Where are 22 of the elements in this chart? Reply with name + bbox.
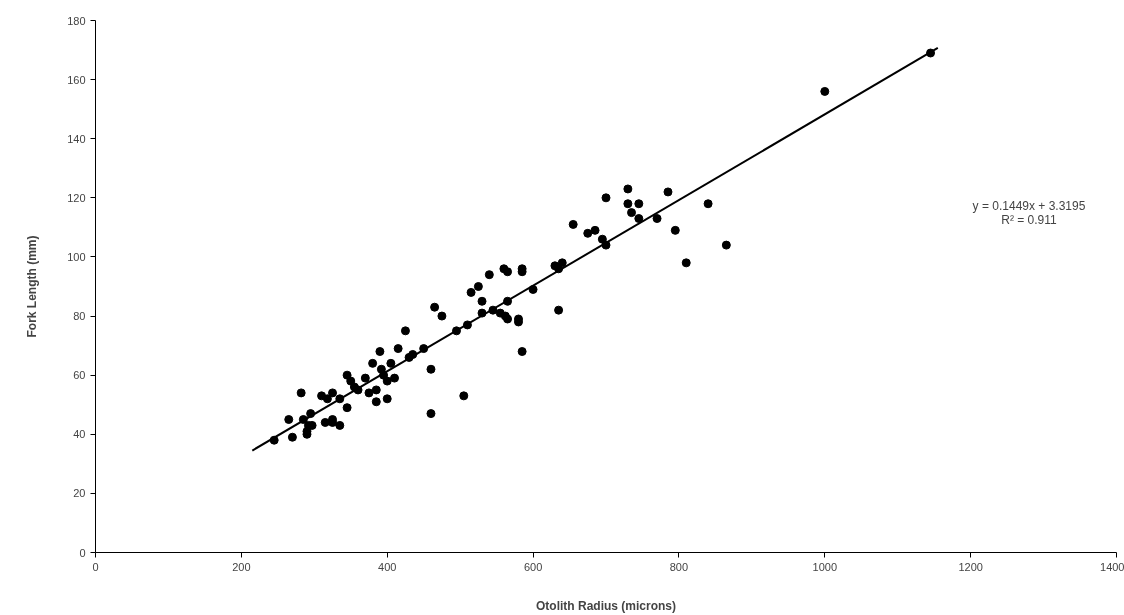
y-tick-label: 160 bbox=[67, 73, 86, 86]
y-tick-label: 180 bbox=[67, 14, 86, 27]
annotation: y = 0.1449x + 3.3195 bbox=[972, 198, 1086, 213]
y-tick-label: 40 bbox=[73, 428, 86, 441]
x-axis-title: Otolith Radius (microns) bbox=[536, 598, 677, 613]
y-tick-label: 80 bbox=[73, 310, 86, 323]
x-tick-label: 0 bbox=[92, 560, 99, 573]
x-tick-label: 200 bbox=[232, 560, 251, 573]
y-axis-title: Fork Length (mm) bbox=[25, 235, 40, 338]
y-tick-label: 140 bbox=[67, 132, 86, 145]
y-tick-label: 20 bbox=[73, 487, 86, 500]
x-tick-label: 800 bbox=[669, 560, 689, 573]
annotation: R² = 0.911 bbox=[1001, 213, 1058, 228]
y-tick-label: 120 bbox=[67, 191, 86, 204]
x-tick-label: 1400 bbox=[1100, 560, 1124, 573]
x-tick-label: 1000 bbox=[812, 560, 838, 573]
y-tick-label: 60 bbox=[73, 369, 86, 382]
x-tick-label: 1200 bbox=[958, 560, 983, 573]
y-tick-label: 0 bbox=[79, 546, 86, 559]
x-tick-label: 600 bbox=[523, 560, 543, 573]
x-tick-label: 400 bbox=[378, 560, 397, 573]
y-tick-label: 100 bbox=[67, 250, 86, 263]
